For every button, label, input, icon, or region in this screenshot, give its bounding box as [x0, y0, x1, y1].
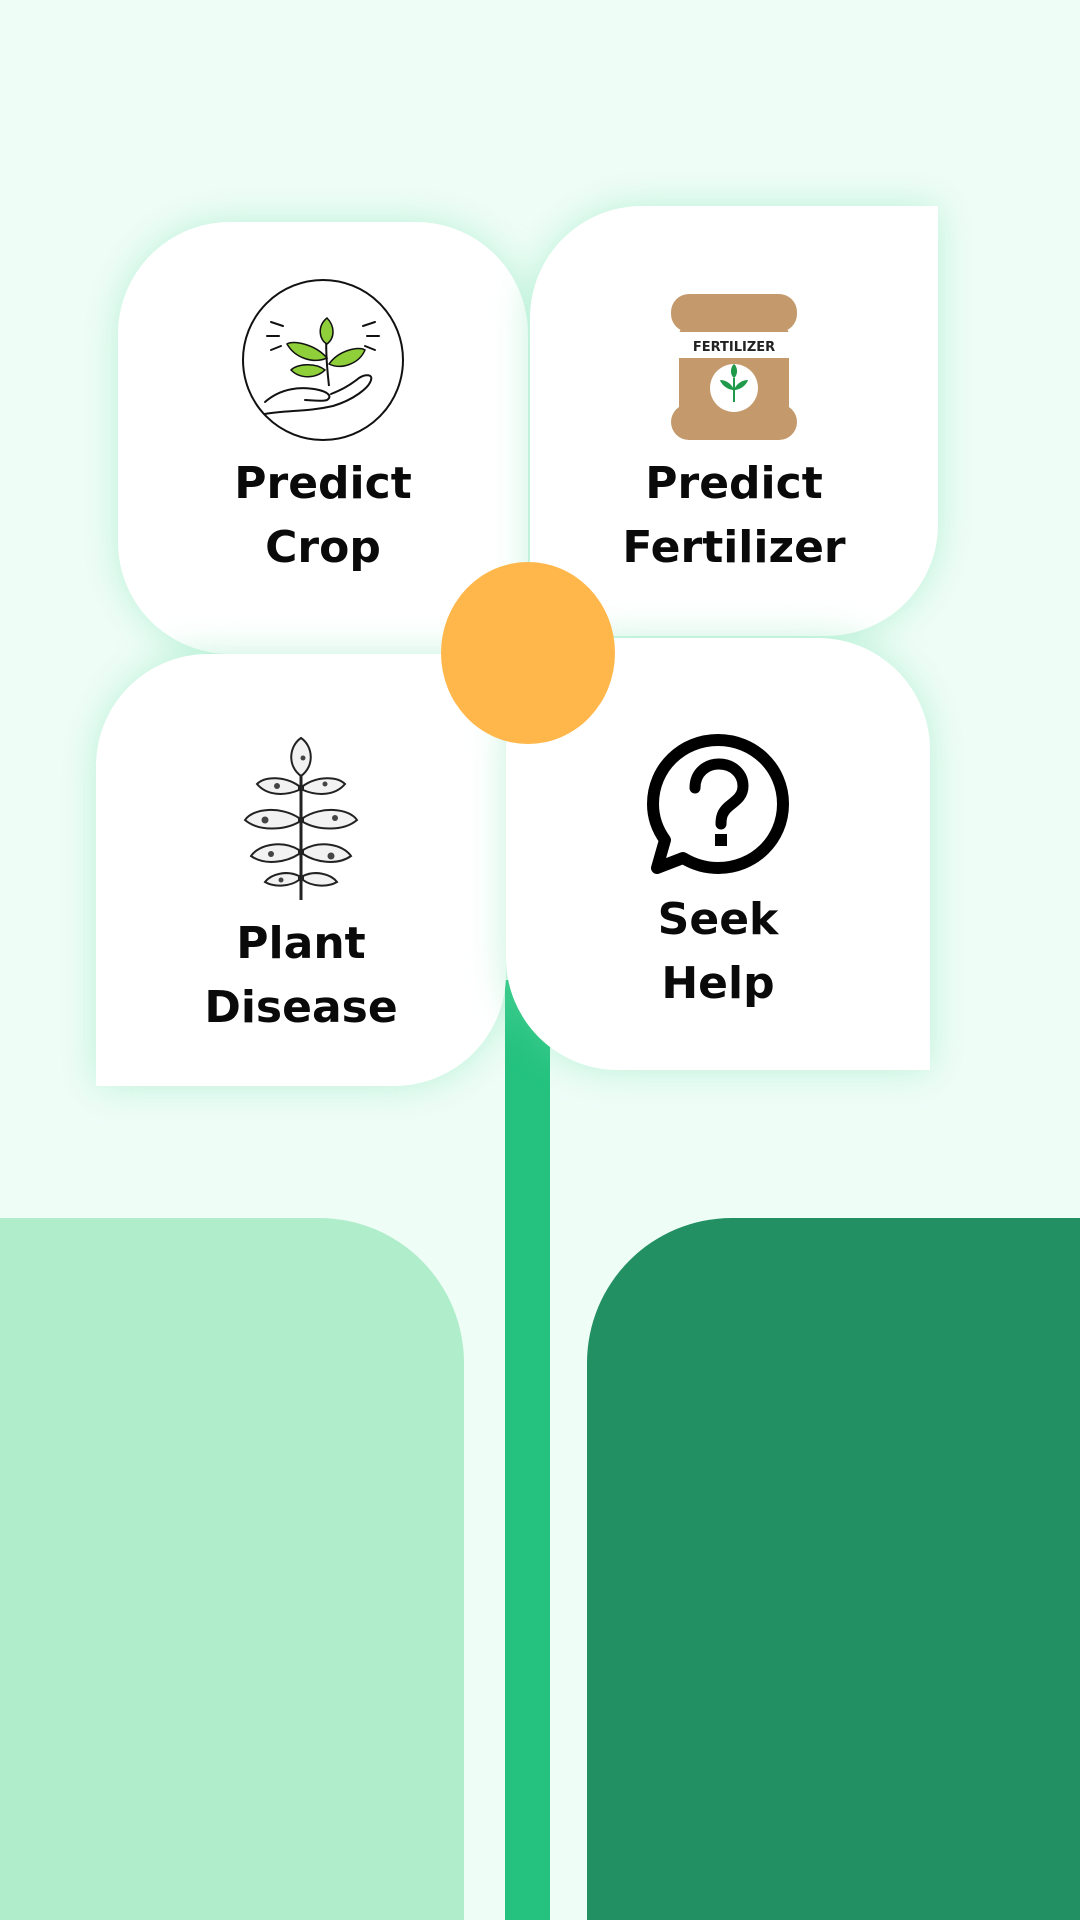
- label-line: Help: [661, 958, 775, 1009]
- flower-stem: [505, 980, 550, 1920]
- seek-help-label: Seek Help: [658, 888, 779, 1016]
- predict-fertilizer-label: Predict Fertilizer: [622, 452, 845, 580]
- plant-in-hand-icon: [241, 278, 405, 442]
- leaf-right-decoration: [587, 1218, 1080, 1920]
- plant-disease-label: Plant Disease: [204, 912, 397, 1040]
- label-line: Plant: [236, 918, 366, 969]
- question-chat-icon: [645, 732, 791, 878]
- fertilizer-bag-icon: FERTILIZER: [669, 292, 799, 442]
- label-line: Disease: [204, 982, 398, 1033]
- leaf-left-decoration: [0, 1218, 464, 1920]
- predict-fertilizer-card[interactable]: FERTILIZER Predict Fertilizer: [530, 206, 938, 636]
- predict-crop-card[interactable]: Predict Crop: [118, 222, 528, 654]
- predict-crop-label: Predict Crop: [234, 452, 411, 580]
- label-line: Seek: [657, 894, 779, 945]
- flower-center-decoration: [441, 562, 615, 744]
- diseased-leaf-icon: [241, 732, 361, 902]
- fertilizer-bag-text: FERTILIZER: [693, 340, 775, 355]
- label-line: Predict: [234, 458, 412, 509]
- label-line: Fertilizer: [622, 522, 846, 573]
- label-line: Predict: [645, 458, 823, 509]
- label-line: Crop: [265, 522, 381, 573]
- plant-disease-card[interactable]: Plant Disease: [96, 654, 506, 1086]
